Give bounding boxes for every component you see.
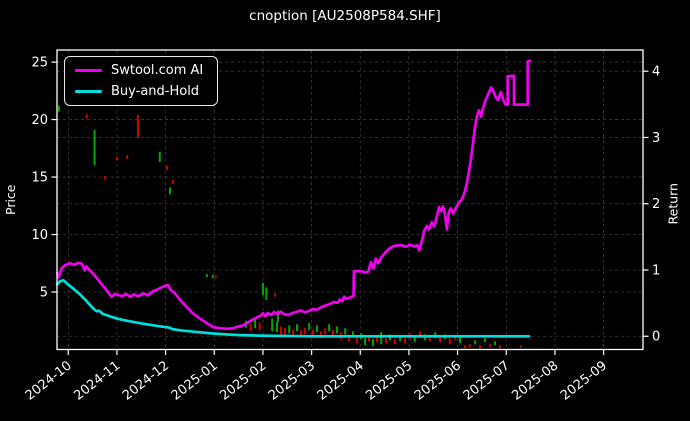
chart-title: cnoption [AU2508P584.SHF] <box>249 8 441 24</box>
price-tick-label: 10 <box>31 228 48 243</box>
price-tick-label: 25 <box>31 56 48 71</box>
candlesticks <box>58 105 522 349</box>
buy-and-hold-line <box>55 278 531 338</box>
legend-label-ai: Swtool.com AI <box>111 63 204 78</box>
axes-frame <box>56 49 644 351</box>
price-tick-label: 20 <box>31 113 48 128</box>
date-tick-label: 2024-11 <box>71 358 123 403</box>
date-tick-label: 2024-10 <box>23 358 75 403</box>
date-tick-label: 2025-08 <box>509 358 561 403</box>
return-tick-label: 2 <box>652 197 660 212</box>
date-tick-label: 2025-09 <box>558 358 610 403</box>
price-axis-label: Price <box>3 184 18 215</box>
date-tick-label: 2025-04 <box>315 358 367 403</box>
price-tick-label: 15 <box>31 171 48 186</box>
date-tick-label: 2025-01 <box>169 358 221 403</box>
axis-ticks-labels: 510152025012342024-102024-112024-122025-… <box>3 56 681 404</box>
series-lines <box>55 59 532 338</box>
date-tick-label: 2025-06 <box>412 358 464 403</box>
date-tick-label: 2025-03 <box>266 358 318 403</box>
return-tick-label: 1 <box>652 263 660 278</box>
return-tick-label: 0 <box>652 330 660 345</box>
hold-line-swatch <box>75 89 102 94</box>
legend-box[interactable]: Swtool.com AI Buy-and-Hold <box>64 56 219 106</box>
ai-line-swatch <box>75 68 102 73</box>
date-tick-label: 2025-02 <box>217 358 269 403</box>
date-tick-label: 2024-12 <box>120 358 172 403</box>
ai-strategy-line <box>55 59 532 331</box>
legend-entry-hold[interactable]: Buy-and-Hold <box>75 84 203 99</box>
date-tick-label: 2025-05 <box>363 358 415 403</box>
legend-entry-ai[interactable]: Swtool.com AI <box>75 63 203 78</box>
return-axis-label: Return <box>666 183 681 224</box>
price-tick-label: 5 <box>40 286 48 301</box>
return-tick-label: 3 <box>652 131 660 146</box>
legend-label-hold: Buy-and-Hold <box>111 84 200 99</box>
plot-border <box>56 49 644 351</box>
return-tick-label: 4 <box>652 65 660 80</box>
date-tick-label: 2025-07 <box>461 358 513 403</box>
